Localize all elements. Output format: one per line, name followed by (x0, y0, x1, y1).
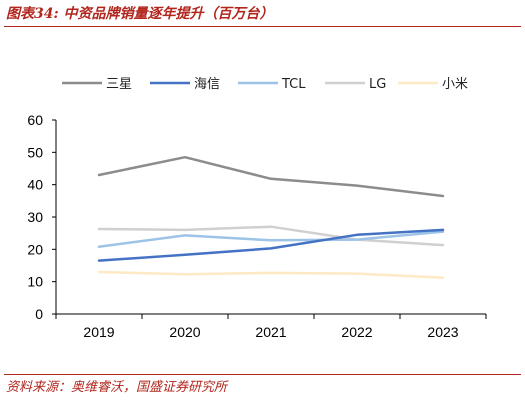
source-note: 资料来源：奥维睿沃，国盛证券研究所 (6, 380, 228, 395)
axes: 0 10 20 30 40 50 60 2019 2020 2021 2022 2023 (27, 112, 487, 340)
y-tick-label: 30 (27, 209, 43, 225)
x-tick-label: 2023 (427, 324, 458, 340)
x-tick-label: 2020 (169, 324, 200, 340)
series-line-海信 (97, 228, 445, 262)
x-tick-label: 2022 (341, 324, 372, 340)
legend-label-TCL: TCL (281, 77, 306, 92)
x-tick-label: 2019 (83, 324, 114, 340)
legend-label-海信: 海信 (194, 77, 220, 92)
legend-label-三星: 三星 (106, 77, 132, 92)
legend-label-LG: LG (369, 77, 386, 92)
source-rule (4, 374, 521, 375)
figure-title: 图表34: 中资品牌销量逐年提升（百万台） (6, 6, 274, 22)
series-line-TCL (97, 230, 445, 248)
series-line-小米 (97, 270, 445, 280)
y-tick-label: 10 (27, 274, 43, 290)
title-rule (4, 26, 521, 27)
series-line-LG (97, 225, 445, 247)
series-line-三星 (97, 155, 445, 198)
legend: 三星 海信 TCL LG 小米 (62, 77, 468, 92)
y-tick-label: 0 (35, 306, 43, 322)
y-tick-label: 50 (27, 144, 43, 160)
y-tick-label: 60 (27, 112, 43, 128)
y-tick-label: 20 (27, 241, 43, 257)
x-tick-label: 2021 (255, 324, 286, 340)
y-tick-label: 40 (27, 177, 43, 193)
series-lines (97, 155, 445, 280)
legend-label-小米: 小米 (442, 77, 468, 92)
